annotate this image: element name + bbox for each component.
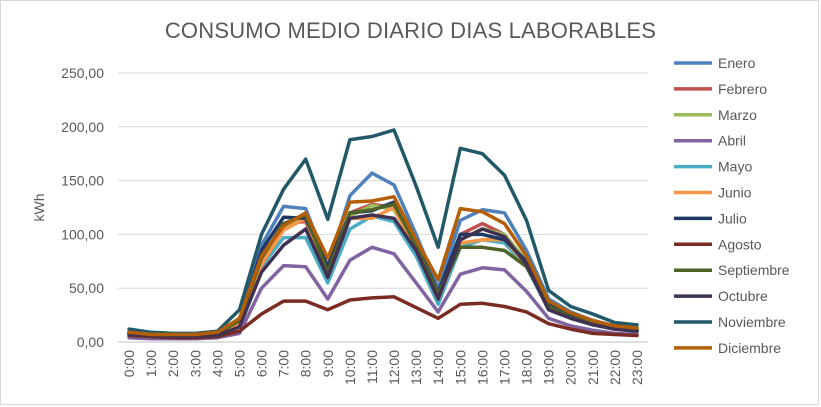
series-line-octubre bbox=[127, 213, 639, 339]
series-lines bbox=[127, 128, 639, 341]
x-tick-label: 14:00 bbox=[430, 350, 446, 385]
legend-label: Julio bbox=[718, 210, 747, 226]
legend-label: Septiembre bbox=[718, 262, 790, 278]
x-tick-label: 20:00 bbox=[563, 350, 579, 385]
gridlines bbox=[118, 72, 648, 343]
series-line-diciembre bbox=[127, 194, 639, 337]
x-axis: 0:00 1:00 2:00 3:00 4:00 5:00 6:00 7:00 8:00 9:00… bbox=[118, 341, 648, 385]
x-tick-label: 21:00 bbox=[585, 350, 601, 385]
legend-label: Enero bbox=[718, 55, 756, 71]
legend-label: Febrero bbox=[718, 81, 767, 97]
y-tick-label: 250,00 bbox=[61, 65, 104, 81]
x-tick-label: 19:00 bbox=[541, 350, 557, 385]
legend: Enero Febrero Marzo Abril Mayo Junio Julio Agos… bbox=[674, 55, 790, 356]
x-tick-label: 11:00 bbox=[364, 350, 380, 384]
chart-title: CONSUMO MEDIO DIARIO DIAS LABORABLES bbox=[164, 18, 657, 43]
series-line-noviembre bbox=[127, 128, 639, 336]
x-tick-label: 13:00 bbox=[408, 350, 424, 385]
x-tick-label: 5:00 bbox=[231, 350, 247, 377]
x-tick-label: 23:00 bbox=[629, 350, 645, 385]
x-tick-label: 12:00 bbox=[386, 350, 402, 385]
x-tick-label: 1:00 bbox=[143, 350, 159, 377]
legend-label: Agosto bbox=[718, 236, 762, 252]
x-tick-label: 22:00 bbox=[607, 350, 623, 385]
x-tick-label: 16:00 bbox=[474, 350, 490, 385]
legend-label: Diciembre bbox=[718, 340, 781, 356]
y-axis-label: kWh bbox=[31, 194, 47, 222]
x-tick-label: 17:00 bbox=[496, 350, 512, 385]
y-tick-label: 0,00 bbox=[77, 334, 104, 350]
y-tick-label: 200,00 bbox=[61, 119, 104, 135]
y-tick-label: 150,00 bbox=[61, 173, 104, 189]
x-tick-label: 15:00 bbox=[452, 350, 468, 385]
x-tick-label: 3:00 bbox=[187, 350, 203, 377]
x-tick-label: 0:00 bbox=[121, 350, 137, 377]
x-tick-label: 7:00 bbox=[276, 350, 292, 377]
x-tick-label: 9:00 bbox=[320, 350, 336, 377]
legend-label: Abril bbox=[718, 133, 746, 149]
x-tick-label: 4:00 bbox=[209, 350, 225, 377]
y-tick-label: 50,00 bbox=[69, 280, 104, 296]
x-tick-label: 10:00 bbox=[342, 350, 358, 385]
legend-label: Junio bbox=[718, 185, 752, 201]
y-tick-label: 100,00 bbox=[61, 226, 104, 242]
legend-label: Octubre bbox=[718, 288, 768, 304]
x-tick-label: 6:00 bbox=[254, 350, 270, 377]
y-axis: 0,00 50,00 100,00 150,00 200,00 250,00 bbox=[61, 65, 104, 350]
legend-label: Noviembre bbox=[718, 314, 786, 330]
x-tick-label: 8:00 bbox=[298, 350, 314, 377]
legend-label: Marzo bbox=[718, 107, 757, 123]
x-tick-label: 2:00 bbox=[165, 350, 181, 377]
x-tick-label: 18:00 bbox=[519, 350, 535, 385]
legend-label: Mayo bbox=[718, 159, 752, 175]
